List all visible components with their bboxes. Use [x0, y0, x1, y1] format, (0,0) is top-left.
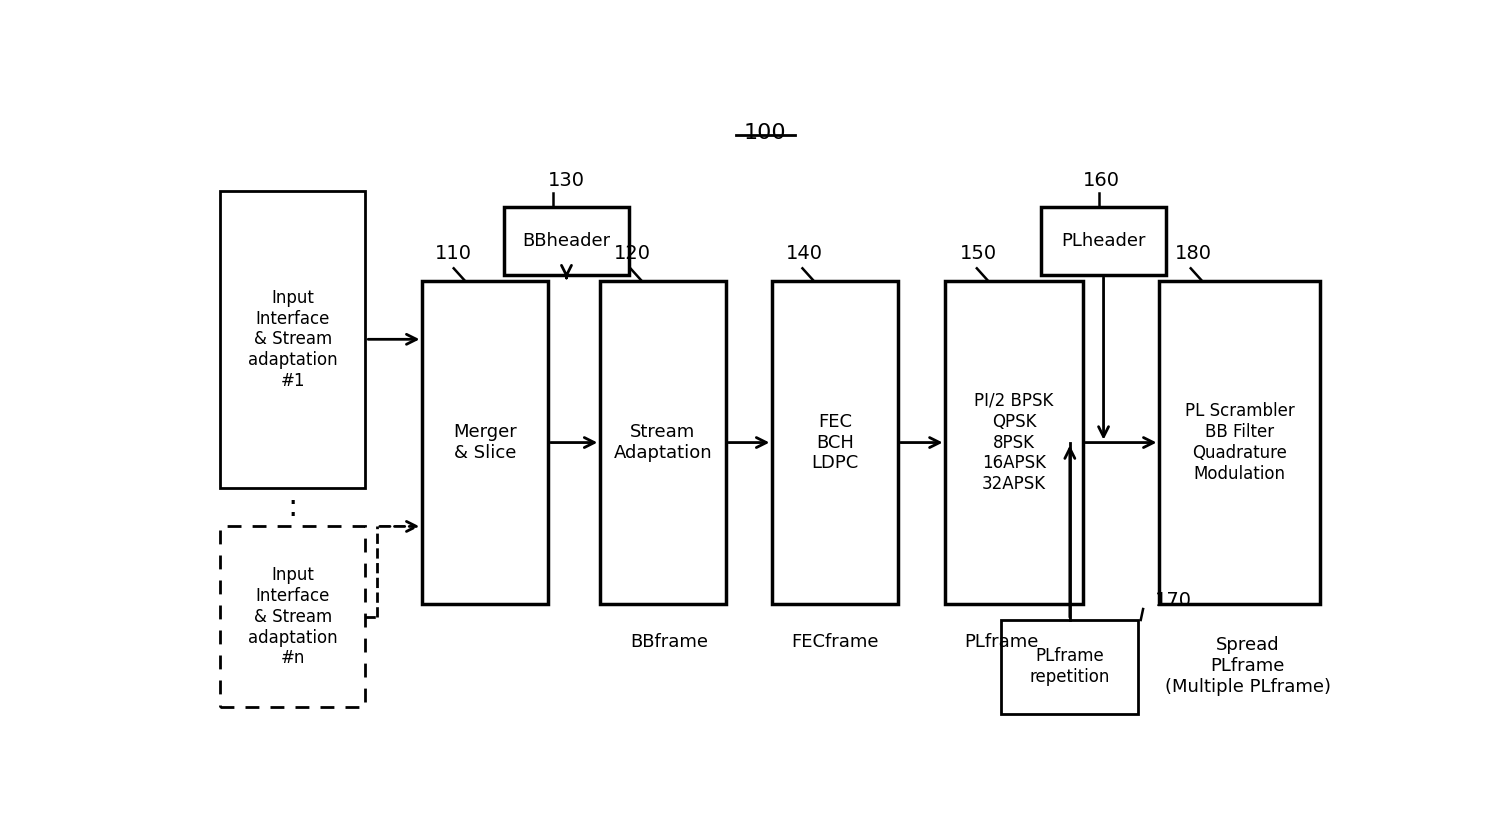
FancyBboxPatch shape	[423, 282, 548, 604]
Text: 160: 160	[1083, 171, 1119, 189]
FancyBboxPatch shape	[1002, 620, 1138, 714]
Text: Input
Interface
& Stream
adaptation
#1: Input Interface & Stream adaptation #1	[248, 289, 338, 390]
FancyBboxPatch shape	[504, 207, 630, 275]
Text: FEC
BCH
LDPC: FEC BCH LDPC	[812, 413, 858, 473]
Text: 140: 140	[786, 244, 824, 263]
Text: PLframe
repetition: PLframe repetition	[1029, 648, 1110, 686]
Text: 110: 110	[435, 244, 472, 263]
Text: 170: 170	[1155, 592, 1191, 610]
Text: PLheader: PLheader	[1062, 232, 1146, 250]
Text: FECframe: FECframe	[792, 633, 879, 651]
FancyBboxPatch shape	[1041, 207, 1167, 275]
Text: 130: 130	[548, 171, 585, 189]
FancyBboxPatch shape	[1160, 282, 1320, 604]
Text: PLframe: PLframe	[964, 633, 1038, 651]
Text: BBframe: BBframe	[630, 633, 708, 651]
FancyBboxPatch shape	[220, 191, 366, 488]
FancyBboxPatch shape	[600, 282, 726, 604]
Text: Stream
Adaptation: Stream Adaptation	[614, 423, 712, 462]
Text: 180: 180	[1174, 244, 1212, 263]
Text: 100: 100	[744, 123, 786, 143]
Text: Spread
PLframe
(Multiple PLframe): Spread PLframe (Multiple PLframe)	[1164, 636, 1330, 696]
Text: 150: 150	[960, 244, 996, 263]
Text: BBheader: BBheader	[522, 232, 610, 250]
FancyBboxPatch shape	[945, 282, 1083, 604]
FancyBboxPatch shape	[220, 526, 366, 707]
Text: PI/2 BPSK
QPSK
8PSK
16APSK
32APSK: PI/2 BPSK QPSK 8PSK 16APSK 32APSK	[975, 392, 1053, 493]
Text: :: :	[286, 493, 297, 521]
Text: Merger
& Slice: Merger & Slice	[453, 423, 518, 462]
Text: PL Scrambler
BB Filter
Quadrature
Modulation: PL Scrambler BB Filter Quadrature Modula…	[1185, 402, 1294, 483]
FancyBboxPatch shape	[772, 282, 898, 604]
Text: Input
Interface
& Stream
adaptation
#n: Input Interface & Stream adaptation #n	[248, 566, 338, 667]
Text: 120: 120	[614, 244, 651, 263]
